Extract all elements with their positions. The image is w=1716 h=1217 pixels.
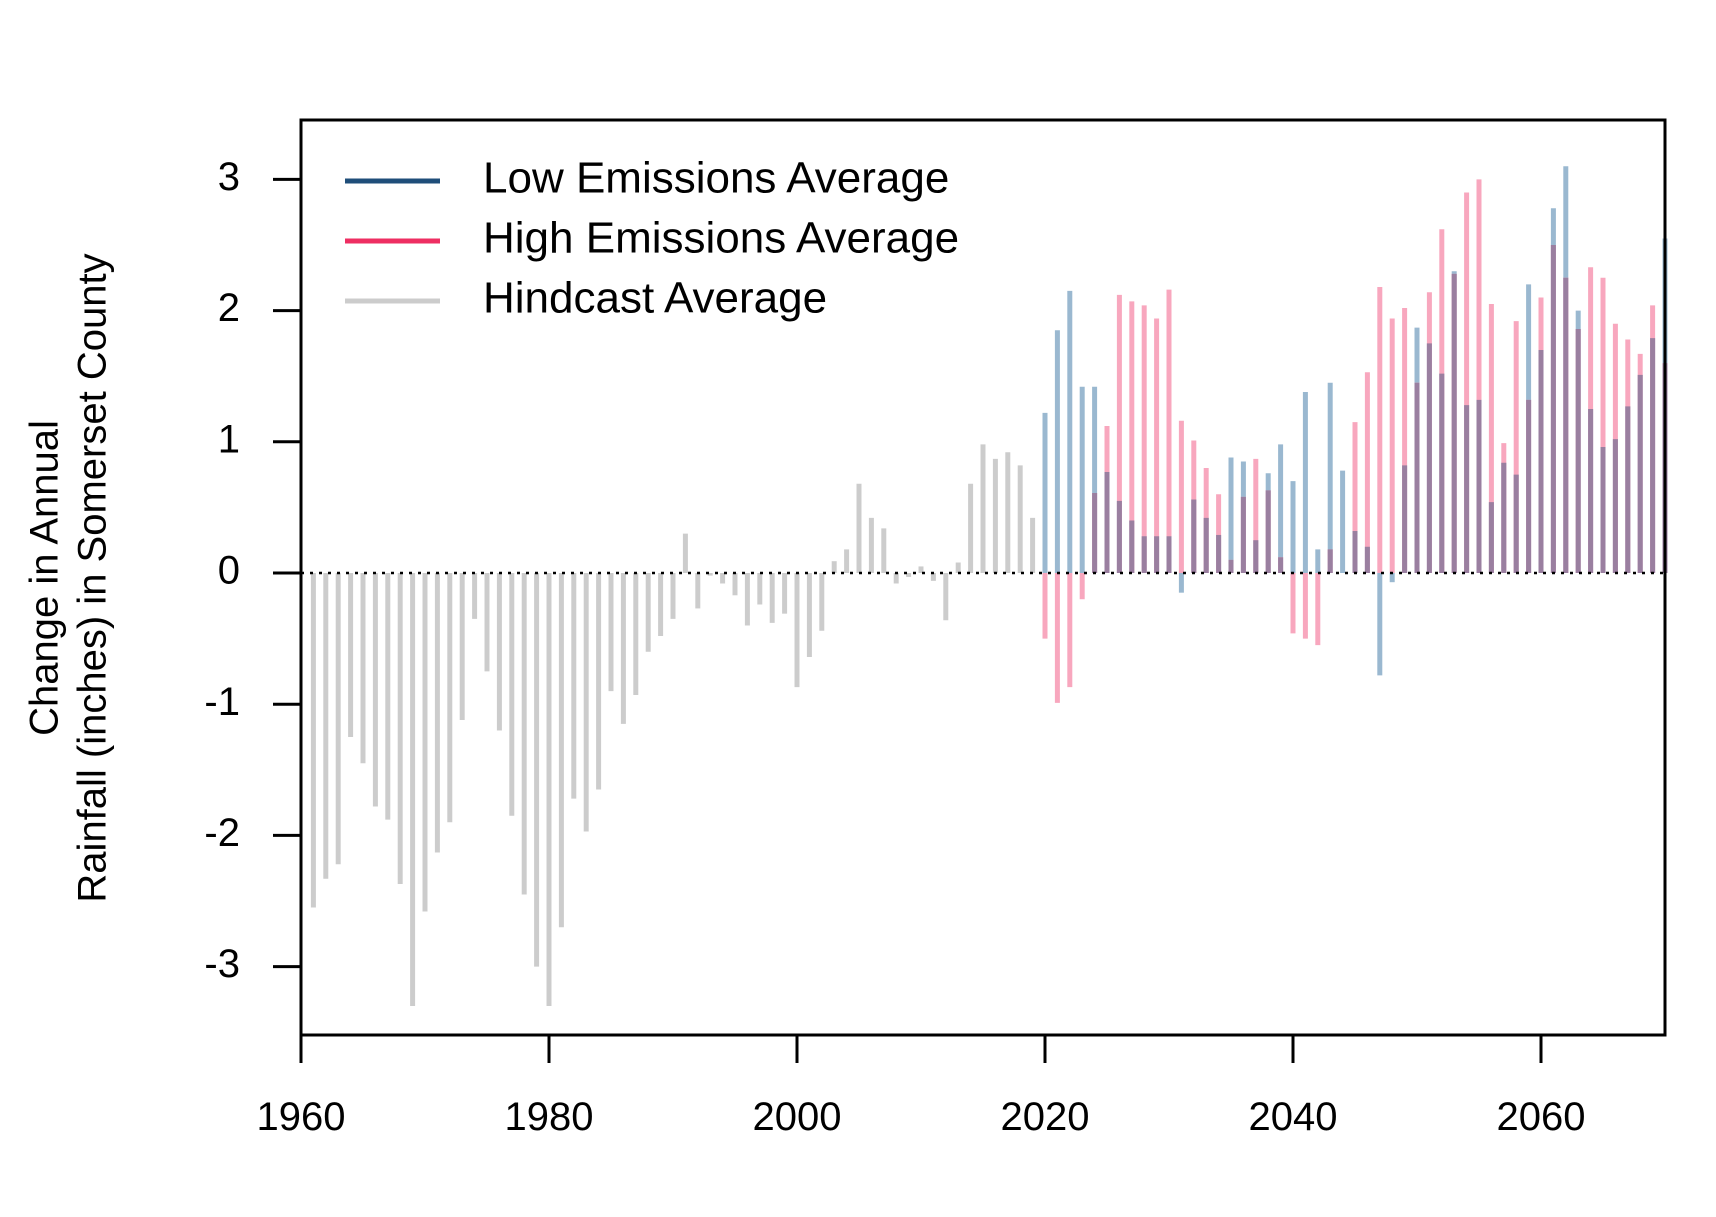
- y-tick-label--3: -3: [204, 942, 240, 986]
- y-tick-label--1: -1: [204, 680, 240, 724]
- bars-layer: [310, 166, 1668, 1006]
- y-axis: -3 -2 -1 0 1 2 3: [204, 155, 301, 986]
- y-tick-label-3: 3: [218, 155, 240, 199]
- x-tick-label-1960: 1960: [257, 1095, 346, 1139]
- x-axis: 1960 1980 2000 2020 2040 2060: [257, 1035, 1586, 1139]
- legend-label-2: Hindcast Average: [483, 274, 827, 323]
- series-low-emissions-average: [1042, 166, 1668, 676]
- legend: Low Emissions Average High Emissions Aver…: [345, 154, 959, 323]
- plot-frame: [299, 118, 1667, 1037]
- x-tick-label-1980: 1980: [505, 1095, 594, 1139]
- y-axis-title-line-2: Rainfall (inches) in Somerset County: [71, 253, 115, 902]
- y-tick-label-0: 0: [218, 549, 240, 593]
- y-tick-label-1: 1: [218, 417, 240, 461]
- x-tick-label-2020: 2020: [1001, 1095, 1090, 1139]
- y-axis-title: Change in Annual Rainfall (inches) in So…: [23, 253, 115, 902]
- series-high-emissions-average: [1042, 179, 1668, 703]
- y-tick-label--2: -2: [204, 811, 240, 855]
- x-tick-label-2000: 2000: [753, 1095, 842, 1139]
- x-tick-label-2040: 2040: [1249, 1095, 1338, 1139]
- legend-label-1: High Emissions Average: [483, 214, 959, 263]
- series-overlap: [1092, 245, 1668, 573]
- y-axis-title-line-1: Change in Annual: [23, 420, 67, 736]
- legend-label-0: Low Emissions Average: [483, 154, 949, 203]
- y-tick-label-2: 2: [218, 286, 240, 330]
- x-tick-label-2060: 2060: [1497, 1095, 1586, 1139]
- series-hindcast-average: [310, 444, 1036, 1006]
